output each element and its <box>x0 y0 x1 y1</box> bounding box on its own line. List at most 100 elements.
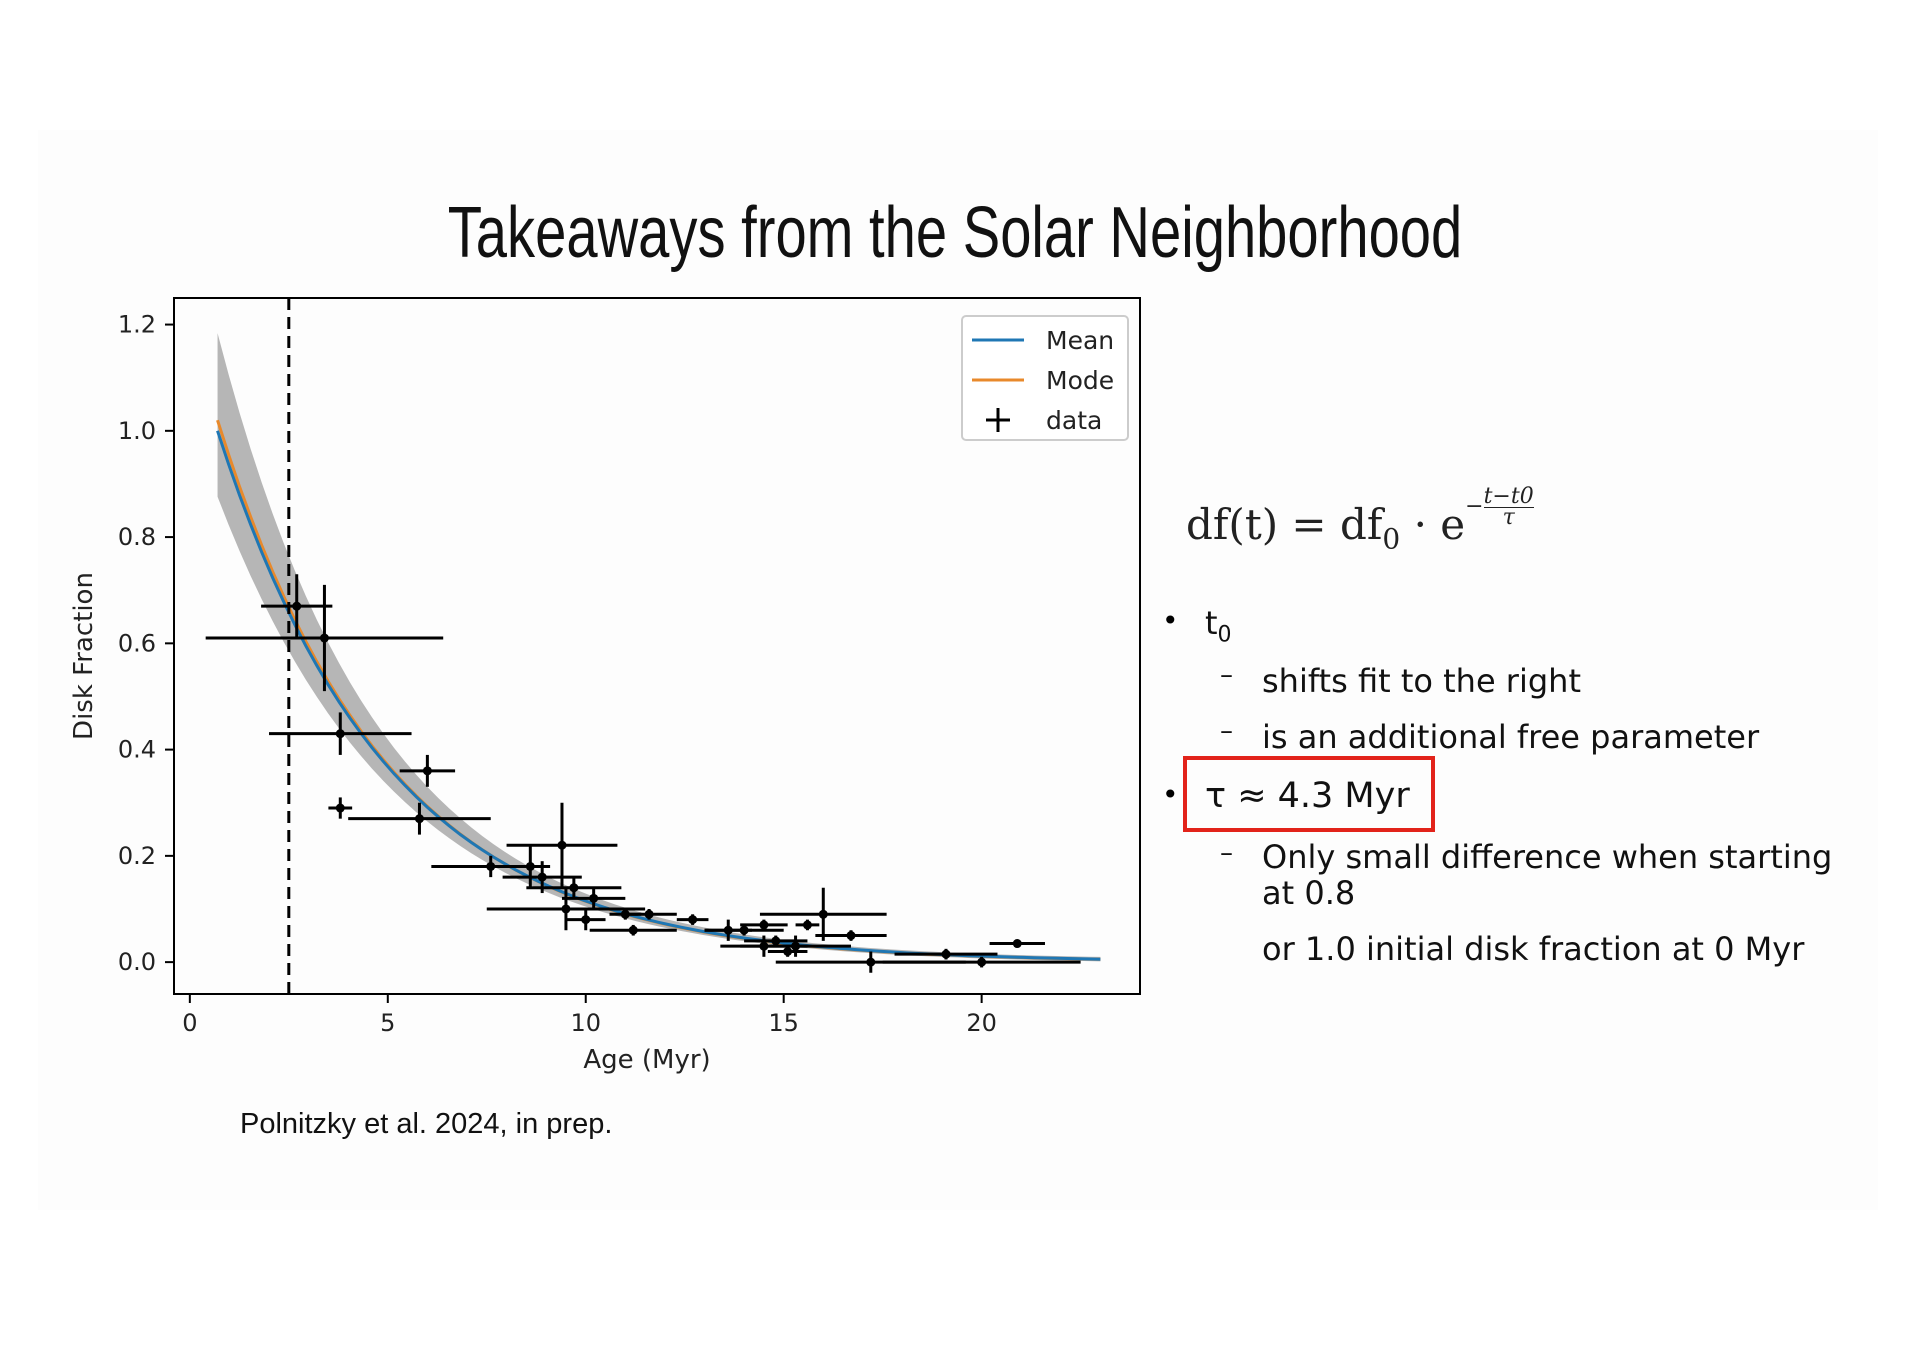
bullet-dot: • <box>1162 778 1179 811</box>
formula-exponent: − t−t0 τ <box>1465 485 1534 528</box>
data-marker <box>414 814 424 824</box>
bullet-t0: t0 <box>1205 604 1232 647</box>
sub-bullet-dash: – <box>1220 838 1233 868</box>
data-marker <box>688 915 698 925</box>
data-point <box>328 797 353 819</box>
tau-highlight-box <box>1183 756 1435 832</box>
data-marker <box>581 915 591 925</box>
data-point <box>399 754 456 787</box>
decay-formula: df(t) = df0 · e− t−t0 τ <box>1186 485 1534 555</box>
y-tick-label: 0.4 <box>118 736 156 764</box>
tau-point-2: at 0.8 <box>1262 874 1356 912</box>
y-tick-label: 0.6 <box>118 629 156 657</box>
data-point <box>486 887 646 931</box>
legend: Mean Mode data <box>961 315 1129 441</box>
formula-exp-den: τ <box>1502 504 1515 530</box>
data-marker <box>628 925 638 935</box>
data-point <box>795 919 820 931</box>
x-tick-label: 5 <box>380 1009 395 1037</box>
legend-label: Mean <box>1046 326 1114 355</box>
formula-lhs: df(t) = df <box>1186 500 1383 549</box>
data-marker <box>759 920 769 930</box>
data-point <box>704 924 784 936</box>
data-marker <box>557 840 567 850</box>
data-marker <box>771 936 781 946</box>
data-marker <box>783 946 793 956</box>
slide-background <box>38 130 1878 1210</box>
data-marker <box>846 931 856 941</box>
data-point <box>815 930 887 941</box>
data-marker <box>977 957 987 967</box>
formula-exp-sign: − <box>1465 494 1484 519</box>
t0-point-1: shifts fit to the right <box>1262 662 1581 700</box>
data-marker <box>569 883 579 893</box>
data-marker <box>739 925 749 935</box>
legend-label: Mode <box>1046 366 1114 395</box>
data-marker <box>1012 939 1022 949</box>
x-tick-label: 10 <box>570 1009 601 1037</box>
legend-label: data <box>1046 406 1102 435</box>
data-marker <box>335 803 345 813</box>
data-point <box>561 887 626 909</box>
x-axis-label: Age (Myr) <box>583 1045 710 1075</box>
t0-point-2: is an additional free parameter <box>1262 718 1760 756</box>
data-point <box>767 946 808 957</box>
data-point <box>989 939 1045 949</box>
data-marker <box>644 909 654 919</box>
data-marker <box>941 949 951 959</box>
y-tick-label: 1.2 <box>118 311 156 339</box>
y-tick-label: 0.8 <box>118 523 156 551</box>
data-points-layer <box>205 574 1081 973</box>
data-point <box>269 712 412 755</box>
data-marker <box>292 601 302 611</box>
data-marker <box>818 909 828 919</box>
axes-layer: 0 5 10 15 20 0.0 0.2 0.4 0.6 0.8 1.0 1.2 Age (Myr) Di… <box>69 297 1141 1075</box>
data-marker <box>525 861 535 871</box>
y-tick-label: 0.0 <box>118 948 156 976</box>
data-marker <box>791 941 801 951</box>
data-point <box>565 908 606 931</box>
data-marker <box>589 893 599 903</box>
sub-bullet-dash: – <box>1220 660 1233 690</box>
data-point <box>261 574 333 639</box>
formula-mid: · e <box>1400 500 1466 549</box>
data-point <box>894 948 998 960</box>
data-marker <box>486 861 496 871</box>
data-point <box>740 919 788 931</box>
x-tick-label: 0 <box>182 1009 197 1037</box>
citation: Polnitzky et al. 2024, in prep. <box>240 1108 613 1140</box>
data-marker <box>422 766 432 776</box>
formula-fraction: t−t0 τ <box>1483 483 1534 530</box>
tau-label: τ ≈ 4.3 Myr <box>1205 776 1410 816</box>
formula-exp-num: t−t0 <box>1483 483 1534 509</box>
x-tick-label: 15 <box>768 1009 799 1037</box>
data-point <box>676 914 709 925</box>
data-marker <box>802 920 812 930</box>
legend-box <box>961 315 1129 441</box>
data-point <box>526 877 622 899</box>
data-point <box>621 908 677 920</box>
slide-title: Takeaways from the Solar Neighborhood <box>447 193 1463 273</box>
y-tick-label: 1.0 <box>118 417 156 445</box>
t0-label: t <box>1205 604 1218 642</box>
sub-bullet-dash: – <box>1220 716 1233 746</box>
data-marker <box>335 729 345 739</box>
data-point <box>525 845 535 888</box>
fit-uncertainty-band <box>217 333 1101 962</box>
data-marker <box>319 633 329 643</box>
data-marker <box>866 957 876 967</box>
data-marker <box>561 904 571 914</box>
data-point <box>506 802 618 888</box>
t0-sub: 0 <box>1217 622 1232 648</box>
data-point <box>882 956 1081 968</box>
data-point <box>759 887 887 941</box>
y-axis-label: Disk Fraction <box>69 572 99 740</box>
data-point <box>589 924 677 936</box>
tau-point-1: Only small difference when starting <box>1262 838 1833 876</box>
bullet-dot: • <box>1162 604 1179 637</box>
tau-point-3: or 1.0 initial disk fraction at 0 Myr <box>1262 930 1805 968</box>
data-point <box>740 935 851 957</box>
y-tick-label: 0.2 <box>118 842 156 870</box>
plot-frame <box>173 297 1141 995</box>
